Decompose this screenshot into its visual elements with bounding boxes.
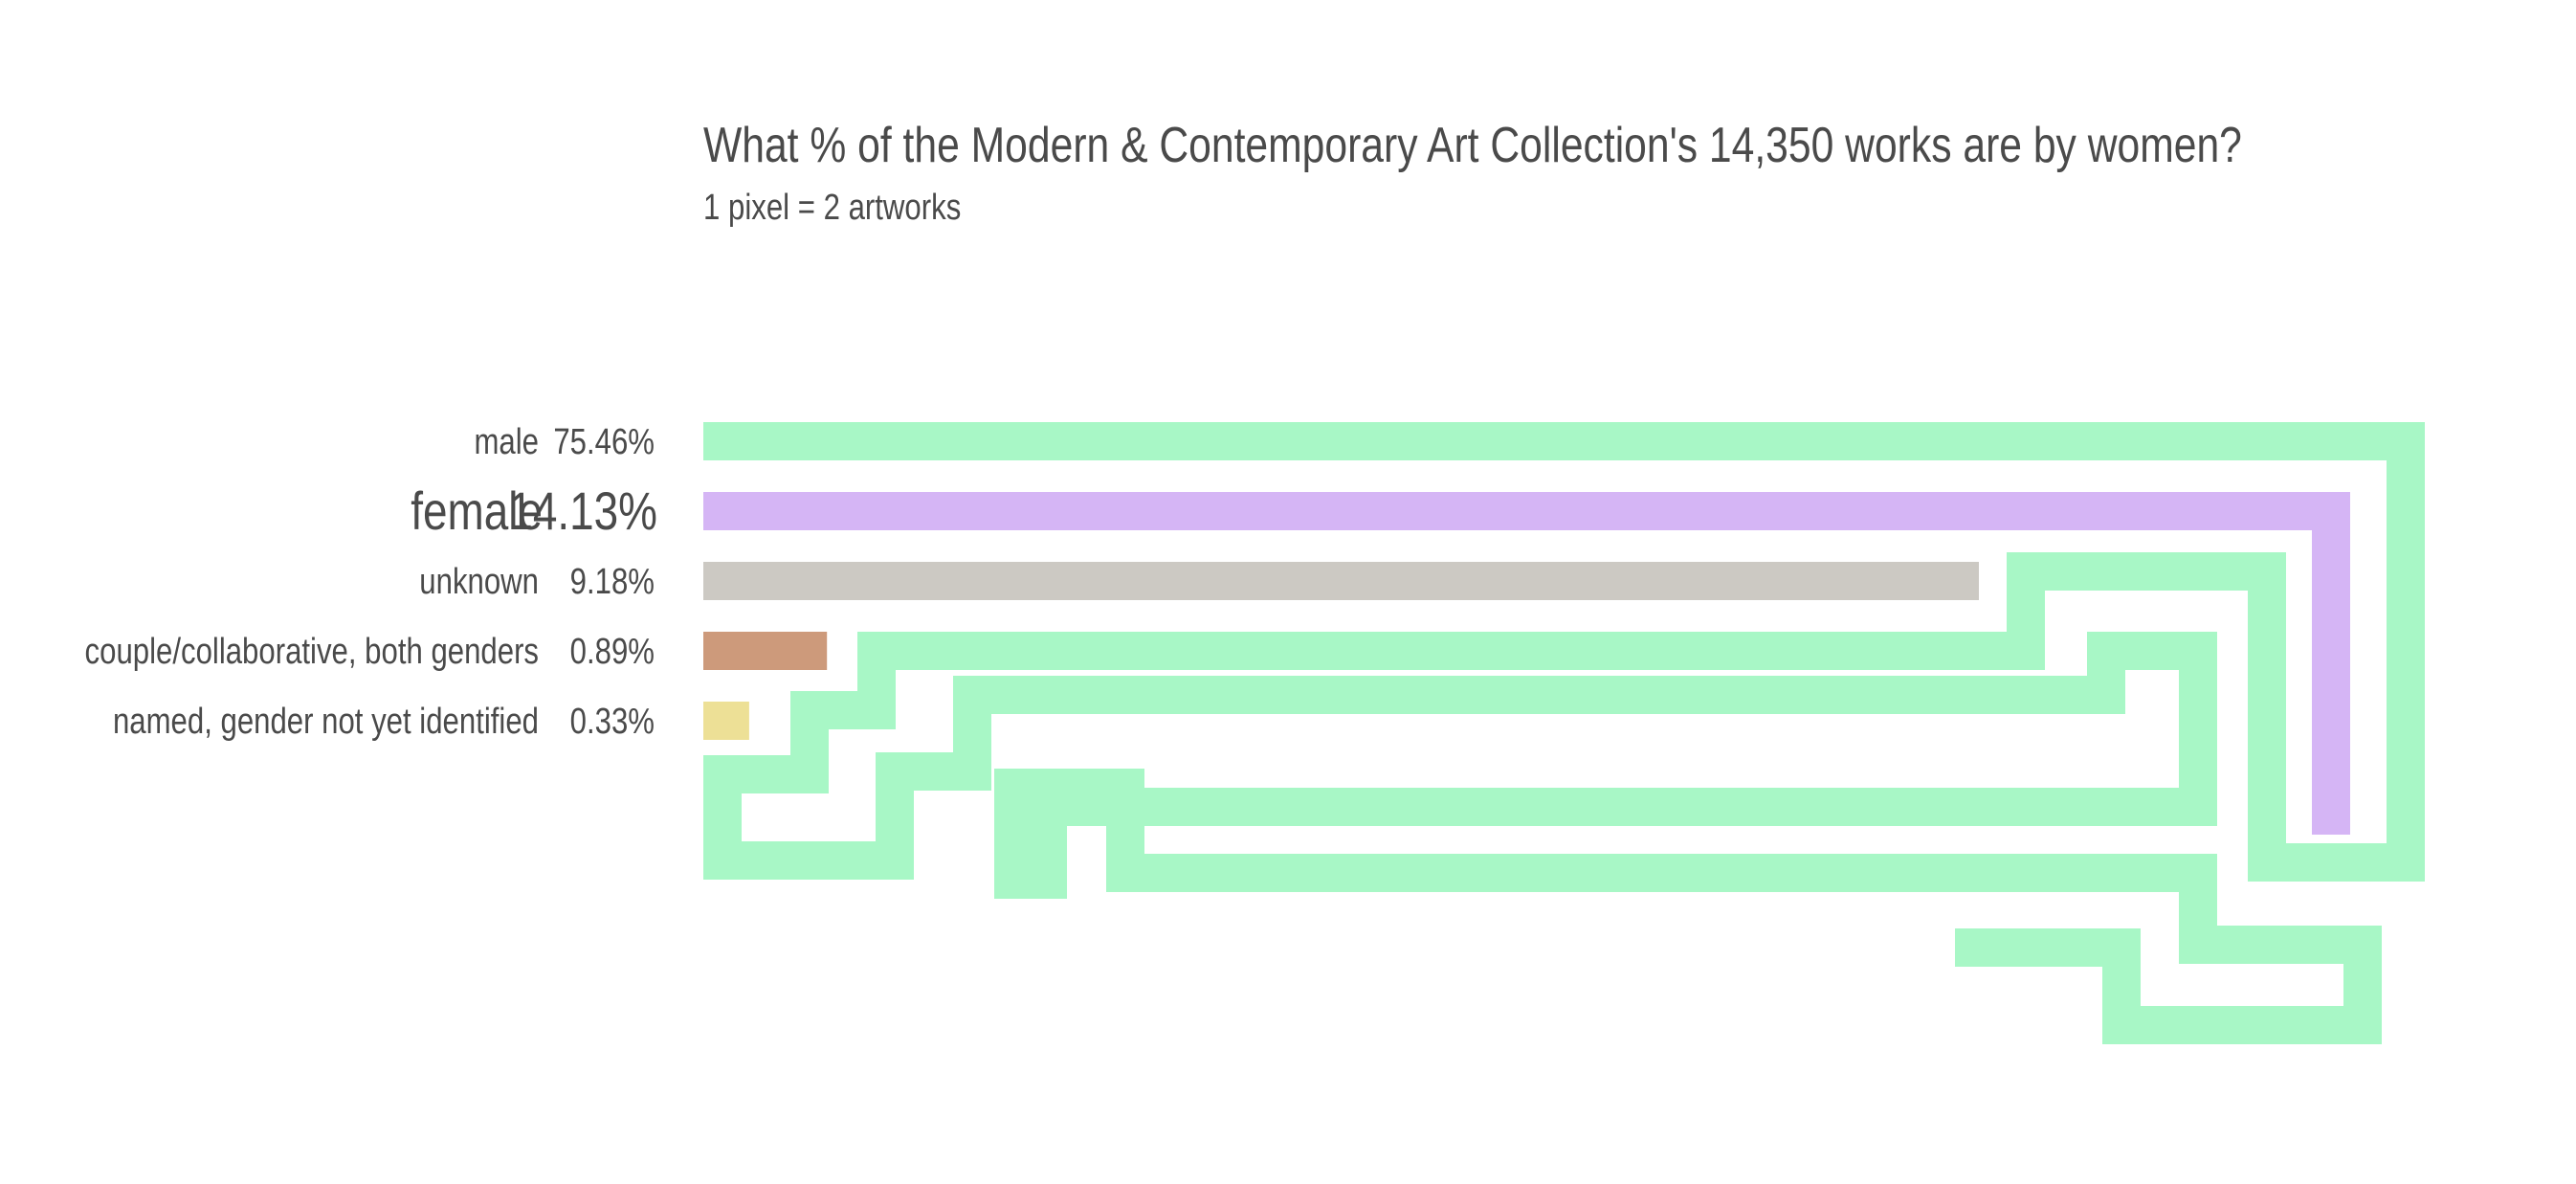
value-label-male: 75.46% <box>553 422 655 462</box>
value-label-female: 14.13% <box>508 481 657 541</box>
bars <box>703 422 2425 1044</box>
bar-named-gender-not-yet-identified <box>703 702 749 740</box>
value-label-couple-collaborative-both-genders: 0.89% <box>570 632 655 672</box>
chart-subtitle: 1 pixel = 2 artworks <box>703 188 962 228</box>
category-label-male: male <box>474 422 539 462</box>
category-label-named-gender-not-yet-identified: named, gender not yet identified <box>113 702 539 742</box>
bar-unknown <box>703 562 1979 600</box>
category-label-couple-collaborative-both-genders: couple/collaborative, both genders <box>85 632 539 672</box>
category-label-unknown: unknown <box>419 562 539 602</box>
bar-female <box>703 492 2350 835</box>
category-label-female: female <box>411 481 543 541</box>
value-label-named-gender-not-yet-identified: 0.33% <box>570 702 655 742</box>
value-label-unknown: 9.18% <box>570 562 655 602</box>
bar-couple-collaborative-both-genders <box>703 632 828 670</box>
bar-male <box>703 422 2425 1044</box>
chart-title: What % of the Modern & Contemporary Art … <box>703 118 2242 173</box>
